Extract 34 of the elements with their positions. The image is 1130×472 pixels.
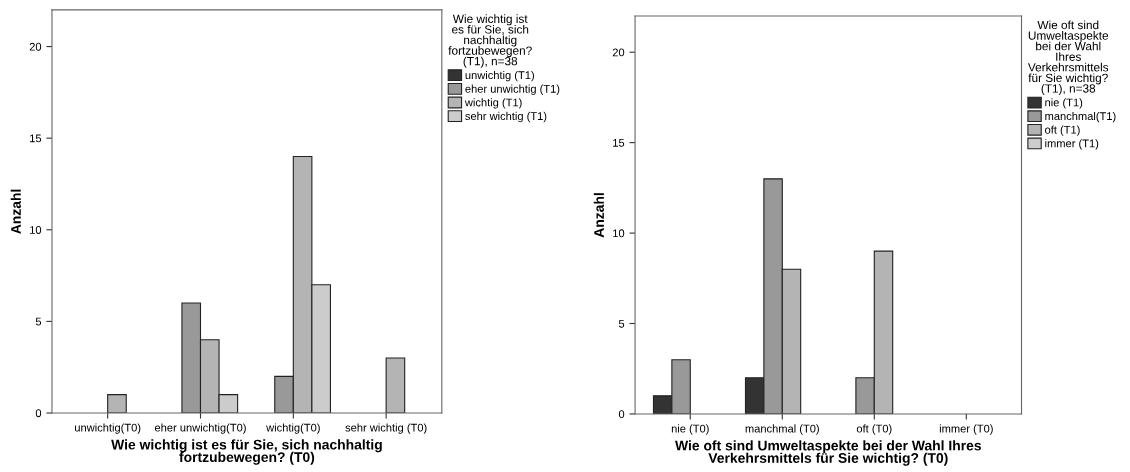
bar [107,394,127,413]
bar [385,357,406,413]
x-tick-label: immer (T0) [939,424,993,435]
x-tick-label: manchmal (T0) [745,424,819,435]
legend-label: manchmal(T1) [1045,111,1116,123]
y-tick-label: 5 [35,317,42,326]
legend-label: eher unwichtig (T1) [465,84,560,95]
x-tick-label: sehr wichtig (T0) [345,423,427,434]
y-axis-title: Anzahl [593,193,604,238]
x-tick-label: wichtig(T0) [266,423,320,434]
y-tick-label: 20 [612,48,625,57]
legend-title: Wie wichtig ist es für Sie, sich nachhaltig fortzubewegen? (T1), n=38 [448,14,532,68]
x-tick-label: oft (T0) [856,424,892,435]
y-tick-label: 0 [35,409,42,418]
y-tick-label: 15 [30,134,42,143]
legend-label: nie (T1) [1045,98,1083,109]
legend-label: wichtig (T1) [464,98,522,109]
legend-label: unwichtig (T1) [465,70,534,82]
x-tick-label: nie (T0) [671,424,709,435]
y-tick-label: 20 [29,42,42,51]
x-tick-label: eher unwichtig(T0) [154,423,246,434]
y-tick-label: 5 [618,319,625,328]
x-axis-title: Wie oft sind Umweltaspekte bei der Wahl Ihres Verkehrsmittels für Sie wichtig? (T0) [675,440,981,466]
y-tick-label: 15 [613,139,625,147]
y-axis-title: Anzahl [10,189,21,234]
y-tick-label: 10 [30,226,42,234]
x-tick-label: unwichtig(T0) [75,423,141,434]
y-tick-label: 0 [618,410,625,419]
legend-label: oft (T1) [1045,125,1080,136]
legend-label: sehr wichtig (T1) [465,111,547,123]
y-tick-label: 10 [613,229,625,238]
x-axis-title: Wie wichtig ist es für Sie, sich nachhaltig fortzubewegen? (T0) [111,439,382,465]
legend-title: Wie oft sind Umweltaspekte bei der Wahl Ihres Verkehrsmittels für Sie wichtig? (T1), n=38 [1027,20,1109,95]
legend-label: immer (T1) [1045,139,1099,150]
